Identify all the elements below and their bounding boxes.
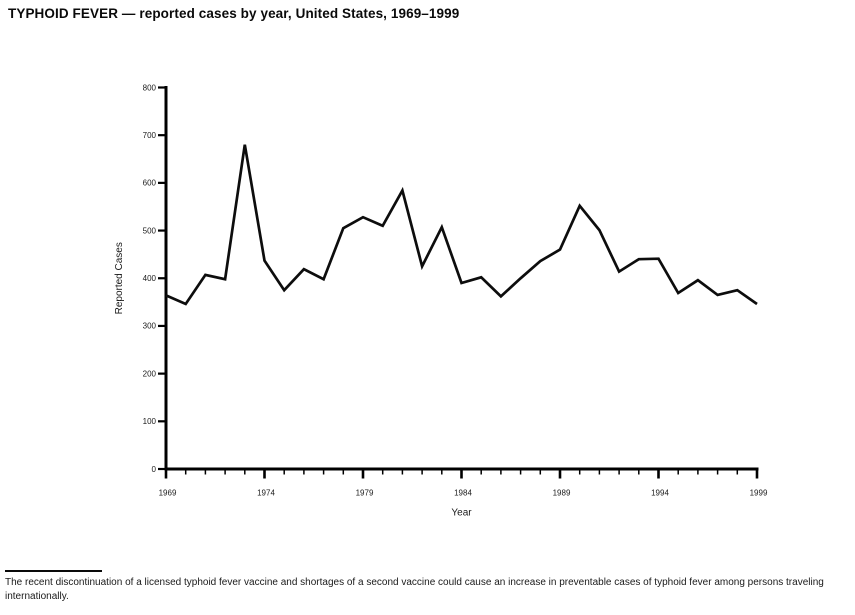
footnote: The recent discontinuation of a licensed…: [5, 570, 853, 603]
reported-cases-series-line: [165, 144, 758, 306]
x-tick-label: 1999: [750, 489, 768, 498]
typhoid-cases-line-chart: 0 100 200 300 400 500 600 700 800 1969 1974 1979 198…: [114, 83, 768, 519]
footnote-rule: [5, 570, 102, 572]
x-tick-label: 1969: [159, 489, 177, 498]
y-tick-label: 400: [143, 274, 157, 283]
y-tick-label: 700: [143, 131, 157, 140]
chart-title: TYPHOID FEVER — reported cases by year, …: [8, 6, 460, 21]
x-axis-title: Year: [451, 508, 472, 519]
x-tick-label: 1994: [651, 489, 669, 498]
x-tick-label: 1989: [553, 489, 571, 498]
y-tick-label: 800: [143, 83, 157, 92]
footnote-text: The recent discontinuation of a licensed…: [5, 577, 824, 602]
y-tick-label: 100: [143, 417, 157, 426]
y-tick-label: 0: [152, 465, 157, 474]
y-tick-label: 600: [143, 179, 157, 188]
y-axis-title: Reported Cases: [114, 242, 125, 314]
x-tick-label: 1984: [454, 489, 472, 498]
x-tick-label: 1979: [356, 489, 374, 498]
y-tick-label: 200: [143, 369, 157, 378]
y-tick-label: 500: [143, 226, 157, 235]
y-tick-label: 300: [143, 322, 157, 331]
x-tick-label: 1974: [257, 489, 275, 498]
